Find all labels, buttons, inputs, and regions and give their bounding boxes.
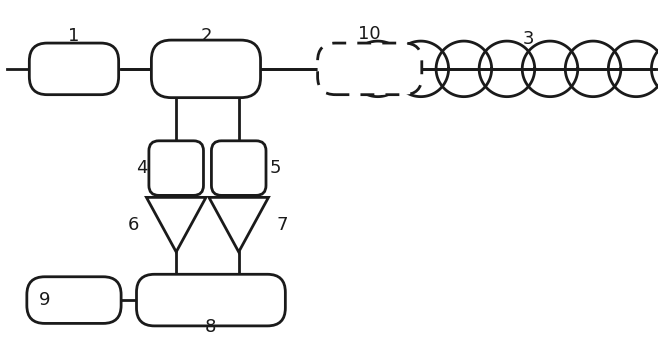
Text: 4: 4 [136, 159, 147, 177]
Text: 1: 1 [68, 27, 80, 45]
Text: 5: 5 [270, 159, 281, 177]
FancyBboxPatch shape [136, 274, 286, 326]
FancyBboxPatch shape [29, 43, 118, 95]
FancyBboxPatch shape [212, 141, 266, 195]
FancyBboxPatch shape [151, 40, 260, 98]
Text: 6: 6 [128, 216, 139, 234]
Polygon shape [209, 197, 268, 252]
Text: 10: 10 [358, 25, 381, 43]
Text: 3: 3 [523, 30, 534, 48]
Text: 8: 8 [205, 318, 217, 336]
FancyBboxPatch shape [149, 141, 204, 195]
Polygon shape [147, 197, 206, 252]
FancyBboxPatch shape [317, 43, 422, 95]
Text: 7: 7 [276, 216, 288, 234]
Text: 2: 2 [200, 27, 212, 45]
FancyBboxPatch shape [27, 277, 121, 323]
Text: 9: 9 [38, 291, 50, 309]
